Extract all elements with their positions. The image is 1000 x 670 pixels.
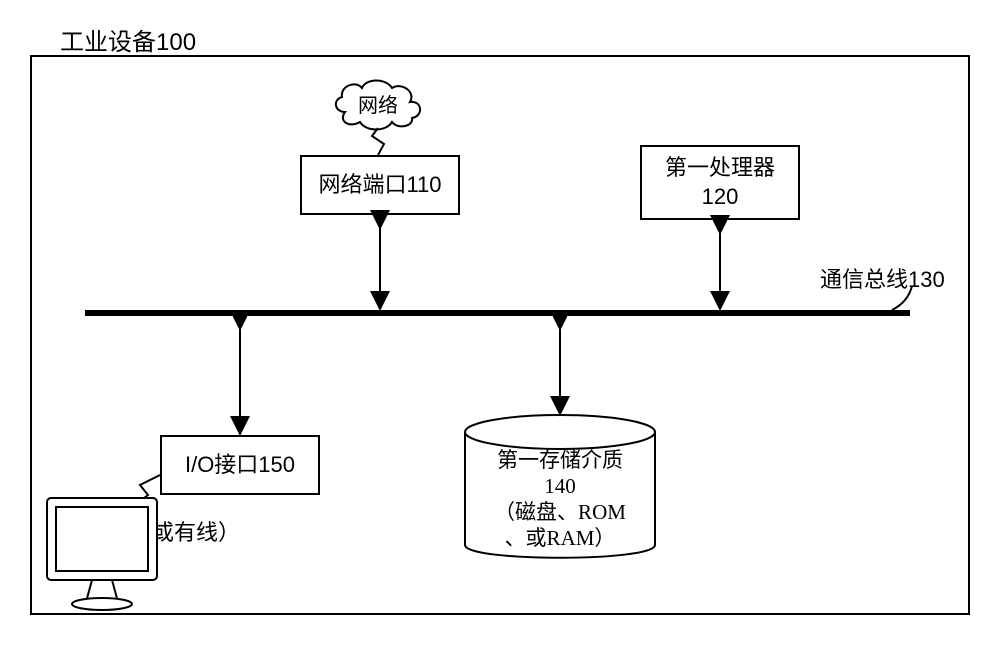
- processor-box: 第一处理器 120: [640, 145, 800, 220]
- bus-label: 通信总线130: [820, 262, 945, 294]
- processor-label-2: 120: [702, 183, 739, 212]
- io-interface-label: I/O接口150: [185, 451, 295, 480]
- network-port-label: 网络端口110: [318, 171, 441, 200]
- io-interface-box: I/O接口150: [160, 435, 320, 495]
- processor-label-1: 第一处理器: [665, 154, 775, 183]
- diagram-title: 工业设备100: [60, 22, 196, 57]
- network-port-box: 网络端口110: [300, 155, 460, 215]
- communication-bus: [85, 310, 910, 316]
- diagram-canvas: 工业设备100 通信总线130 网络端口110 第一处理器 120 I/O接口1…: [0, 0, 1000, 670]
- io-sublabel: （无线或有线）: [86, 515, 240, 547]
